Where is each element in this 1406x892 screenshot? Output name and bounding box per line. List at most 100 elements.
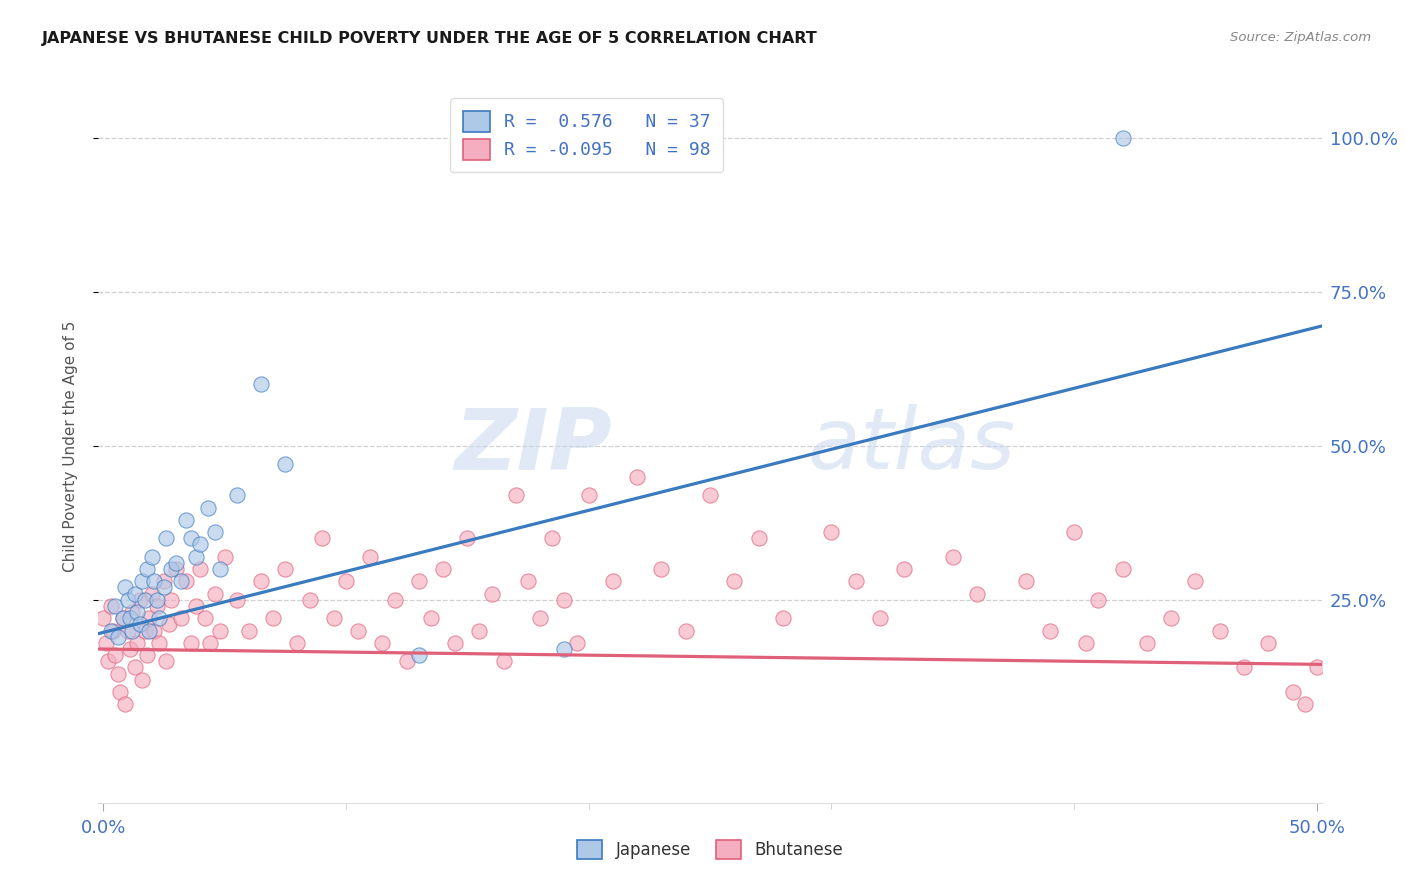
Point — [134, 624, 156, 638]
Point — [1076, 636, 1098, 650]
Point — [160, 592, 183, 607]
Point — [136, 562, 159, 576]
Point — [225, 488, 247, 502]
Point — [419, 611, 441, 625]
Point — [298, 592, 321, 607]
Point — [131, 574, 153, 589]
Point — [262, 611, 284, 625]
Point — [134, 592, 156, 607]
Point — [322, 611, 344, 625]
Point — [104, 599, 127, 613]
Point — [553, 642, 575, 657]
Point — [578, 488, 600, 502]
Point — [347, 624, 370, 638]
Point — [155, 531, 177, 545]
Point — [371, 636, 394, 650]
Point — [238, 624, 260, 638]
Point — [145, 592, 167, 607]
Point — [128, 617, 150, 632]
Point — [456, 531, 478, 545]
Legend: Japanese, Bhutanese: Japanese, Bhutanese — [571, 833, 849, 866]
Point — [204, 587, 226, 601]
Point — [128, 592, 150, 607]
Point — [91, 611, 114, 625]
Point — [160, 562, 183, 576]
Point — [111, 611, 134, 625]
Point — [650, 562, 672, 576]
Point — [194, 611, 217, 625]
Point — [136, 648, 159, 662]
Point — [143, 624, 166, 638]
Point — [165, 562, 187, 576]
Point — [107, 630, 129, 644]
Point — [1014, 574, 1036, 589]
Point — [723, 574, 745, 589]
Point — [184, 549, 207, 564]
Point — [1136, 636, 1159, 650]
Point — [204, 525, 226, 540]
Point — [153, 581, 176, 595]
Point — [117, 624, 139, 638]
Point — [118, 611, 141, 625]
Point — [1087, 592, 1109, 607]
Point — [114, 698, 136, 712]
Point — [131, 673, 153, 687]
Point — [529, 611, 551, 625]
Point — [124, 660, 146, 674]
Point — [287, 636, 309, 650]
Point — [1184, 574, 1206, 589]
Point — [1063, 525, 1085, 540]
Point — [184, 599, 207, 613]
Point — [384, 592, 406, 607]
Point — [174, 574, 197, 589]
Point — [155, 654, 177, 668]
Point — [1039, 624, 1062, 638]
Point — [517, 574, 540, 589]
Point — [165, 556, 187, 570]
Point — [1281, 685, 1303, 699]
Point — [107, 666, 129, 681]
Point — [565, 636, 588, 650]
Point — [250, 377, 273, 392]
Point — [174, 513, 197, 527]
Text: JAPANESE VS BHUTANESE CHILD POVERTY UNDER THE AGE OF 5 CORRELATION CHART: JAPANESE VS BHUTANESE CHILD POVERTY UNDE… — [42, 31, 818, 46]
Point — [408, 648, 430, 662]
Point — [893, 562, 915, 576]
Text: ZIP: ZIP — [454, 404, 612, 488]
Point — [274, 458, 297, 472]
Point — [395, 654, 418, 668]
Point — [626, 469, 648, 483]
Point — [432, 562, 454, 576]
Point — [157, 617, 180, 632]
Point — [408, 574, 430, 589]
Point — [359, 549, 381, 564]
Point — [101, 624, 124, 638]
Point — [942, 549, 965, 564]
Point — [1233, 660, 1256, 674]
Point — [481, 587, 503, 601]
Point — [505, 488, 527, 502]
Point — [121, 605, 143, 619]
Text: Source: ZipAtlas.com: Source: ZipAtlas.com — [1230, 31, 1371, 45]
Point — [1257, 636, 1279, 650]
Point — [748, 531, 770, 545]
Point — [124, 587, 146, 601]
Point — [602, 574, 624, 589]
Point — [1294, 698, 1316, 712]
Point — [141, 549, 163, 564]
Point — [699, 488, 721, 502]
Point — [121, 624, 143, 638]
Point — [100, 599, 122, 613]
Point — [143, 574, 166, 589]
Point — [444, 636, 467, 650]
Point — [553, 592, 575, 607]
Point — [208, 624, 231, 638]
Point — [1111, 562, 1133, 576]
Point — [198, 636, 221, 650]
Point — [110, 685, 132, 699]
Point — [197, 500, 219, 515]
Point — [104, 648, 127, 662]
Point — [311, 531, 333, 545]
Point — [148, 636, 170, 650]
Point — [114, 581, 136, 595]
